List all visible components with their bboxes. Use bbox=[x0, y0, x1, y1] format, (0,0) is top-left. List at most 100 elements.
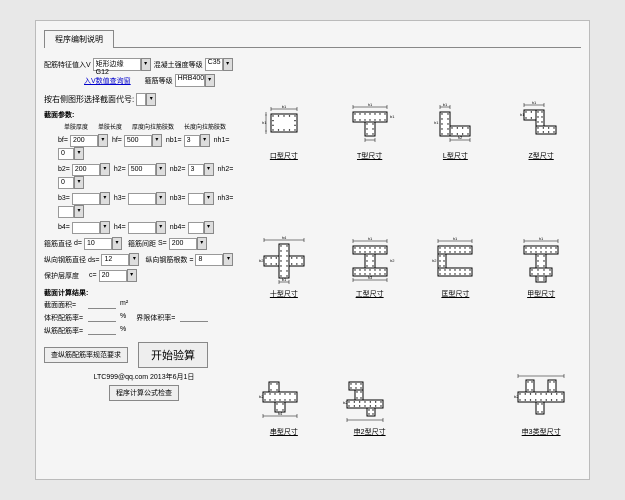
shape-option[interactable]: h1甲型尺寸 bbox=[501, 196, 581, 332]
dropdown-icon[interactable]: ▾ bbox=[100, 221, 110, 234]
shape-label: Z型尺寸 bbox=[528, 151, 553, 161]
dropdown-icon[interactable]: ▾ bbox=[141, 58, 151, 71]
shape-option[interactable]: h1b1Z型尺寸 bbox=[501, 58, 581, 194]
param-input[interactable] bbox=[128, 222, 156, 234]
shape-option[interactable]: h1h2匡型尺寸 bbox=[416, 196, 496, 332]
input-long-dia[interactable] bbox=[101, 254, 129, 266]
label-vol-ratio: 体积配筋率= bbox=[44, 313, 86, 323]
param-input[interactable] bbox=[72, 222, 100, 234]
label-long-dia: 纵向钢筋直径 ds= bbox=[44, 255, 99, 265]
shape-option[interactable]: b2申2型尺寸 bbox=[330, 333, 410, 469]
shape-option[interactable]: b1 h2h1L型尺寸 bbox=[416, 58, 496, 194]
svg-text:b1: b1 bbox=[282, 104, 287, 109]
input-cover[interactable] bbox=[99, 270, 127, 282]
select-rebar[interactable]: HRB400 bbox=[175, 74, 205, 87]
dropdown-icon[interactable]: ▾ bbox=[74, 147, 84, 160]
shape-label: 工型尺寸 bbox=[356, 289, 384, 299]
param-label: h2= bbox=[114, 166, 126, 173]
dropdown-icon[interactable]: ▾ bbox=[204, 192, 214, 205]
shape-option[interactable]: h1 b1T型尺寸 bbox=[330, 58, 410, 194]
dropdown-icon[interactable]: ▾ bbox=[112, 237, 122, 250]
dropdown-icon[interactable]: ▾ bbox=[152, 134, 162, 147]
label-cover: 保护层厚度 bbox=[44, 271, 79, 281]
param-input[interactable] bbox=[70, 135, 98, 147]
svg-text:h2: h2 bbox=[458, 135, 463, 140]
unit-pct: % bbox=[120, 326, 126, 336]
input-stirrup-dia[interactable] bbox=[84, 238, 112, 250]
col-header: 厚度向拉筋肢数 bbox=[130, 122, 176, 131]
input-long-count[interactable] bbox=[195, 254, 223, 266]
dropdown-icon[interactable]: ▾ bbox=[200, 134, 210, 147]
dropdown-icon[interactable]: ▾ bbox=[100, 163, 110, 176]
dropdown-icon[interactable]: ▾ bbox=[197, 237, 207, 250]
shape-label: 口型尺寸 bbox=[270, 151, 298, 161]
header-results: 截面计算结果: bbox=[44, 288, 244, 298]
dropdown-icon[interactable]: ▾ bbox=[223, 58, 233, 71]
dropdown-icon[interactable]: ▾ bbox=[74, 176, 84, 189]
unit-pct: % bbox=[120, 313, 126, 323]
dropdown-icon[interactable]: ▾ bbox=[223, 253, 233, 266]
shape-option[interactable]: b2申3类型尺寸 bbox=[501, 333, 581, 469]
tab-main[interactable]: 程序编制说明 bbox=[44, 30, 114, 48]
param-input[interactable] bbox=[184, 135, 200, 147]
param-label: nh1= bbox=[214, 137, 230, 144]
shape-diagram-icon: h1 bbox=[506, 228, 576, 288]
svg-text:b1: b1 bbox=[390, 114, 395, 119]
shape-label: 甲型尺寸 bbox=[527, 289, 555, 299]
param-input[interactable] bbox=[124, 135, 152, 147]
svg-text:b1: b1 bbox=[443, 102, 448, 107]
param-label: h3= bbox=[114, 195, 126, 202]
select-concrete[interactable]: C35 bbox=[205, 58, 223, 71]
label-d: d= bbox=[74, 240, 82, 247]
param-label: nb4= bbox=[170, 224, 186, 231]
shape-label: 申3类型尺寸 bbox=[522, 427, 561, 437]
select-section-code[interactable] bbox=[136, 93, 146, 106]
shape-diagram-icon: h1 b1 bbox=[335, 90, 405, 150]
result-area bbox=[88, 300, 116, 309]
param-input[interactable] bbox=[58, 206, 74, 218]
button-formula[interactable]: 程序计算公式检查 bbox=[109, 385, 179, 401]
label-feature: 配筋特征值入V bbox=[44, 60, 91, 70]
dropdown-icon[interactable]: ▾ bbox=[74, 205, 84, 218]
dropdown-icon[interactable]: ▾ bbox=[204, 163, 214, 176]
button-check-req[interactable]: 查纵筋配筋率规范要求 bbox=[44, 347, 128, 363]
result-long bbox=[88, 326, 116, 335]
dropdown-icon[interactable]: ▾ bbox=[156, 163, 166, 176]
shape-option[interactable]: h1 h3h2工型尺寸 bbox=[330, 196, 410, 332]
link-query[interactable]: 入V数值查询窗 bbox=[84, 76, 131, 86]
svg-text:h3: h3 bbox=[367, 275, 372, 280]
param-input[interactable] bbox=[72, 193, 100, 205]
dropdown-icon[interactable]: ▾ bbox=[98, 134, 108, 147]
dropdown-icon[interactable]: ▾ bbox=[156, 221, 166, 234]
svg-text:h1: h1 bbox=[434, 120, 439, 125]
select-shape-edge[interactable]: 矩形边缘 G12 bbox=[93, 58, 141, 71]
param-input[interactable] bbox=[128, 193, 156, 205]
param-input[interactable] bbox=[188, 222, 204, 234]
dropdown-icon[interactable]: ▾ bbox=[129, 253, 139, 266]
shape-diagram-icon: h1 h3h2 bbox=[335, 228, 405, 288]
shape-diagram-icon: h1b1 bbox=[506, 90, 576, 150]
dropdown-icon[interactable]: ▾ bbox=[100, 192, 110, 205]
shape-diagram-icon: b2 bbox=[506, 366, 576, 426]
button-calculate[interactable]: 开始验算 bbox=[138, 342, 208, 368]
dropdown-icon[interactable]: ▾ bbox=[146, 93, 156, 106]
shape-option[interactable]: b1 h1口型尺寸 bbox=[244, 58, 324, 194]
dropdown-icon[interactable]: ▾ bbox=[156, 192, 166, 205]
input-spacing[interactable] bbox=[169, 238, 197, 250]
shape-option[interactable]: h4b2串型尺寸 bbox=[244, 333, 324, 469]
dropdown-icon[interactable]: ▾ bbox=[205, 74, 215, 87]
shape-option[interactable]: h4 b1b2十型尺寸 bbox=[244, 196, 324, 332]
param-input[interactable] bbox=[58, 148, 74, 160]
shape-diagram-icon: b2 bbox=[335, 366, 405, 426]
param-input[interactable] bbox=[58, 177, 74, 189]
param-label: nb1= bbox=[166, 137, 182, 144]
param-input[interactable] bbox=[188, 193, 204, 205]
dropdown-icon[interactable]: ▾ bbox=[204, 221, 214, 234]
param-input[interactable] bbox=[188, 164, 204, 176]
param-input[interactable] bbox=[128, 164, 156, 176]
dropdown-icon[interactable]: ▾ bbox=[127, 269, 137, 282]
result-limit bbox=[180, 313, 208, 322]
unit-m2: m² bbox=[120, 300, 128, 310]
svg-text:b1: b1 bbox=[282, 277, 287, 282]
param-input[interactable] bbox=[72, 164, 100, 176]
